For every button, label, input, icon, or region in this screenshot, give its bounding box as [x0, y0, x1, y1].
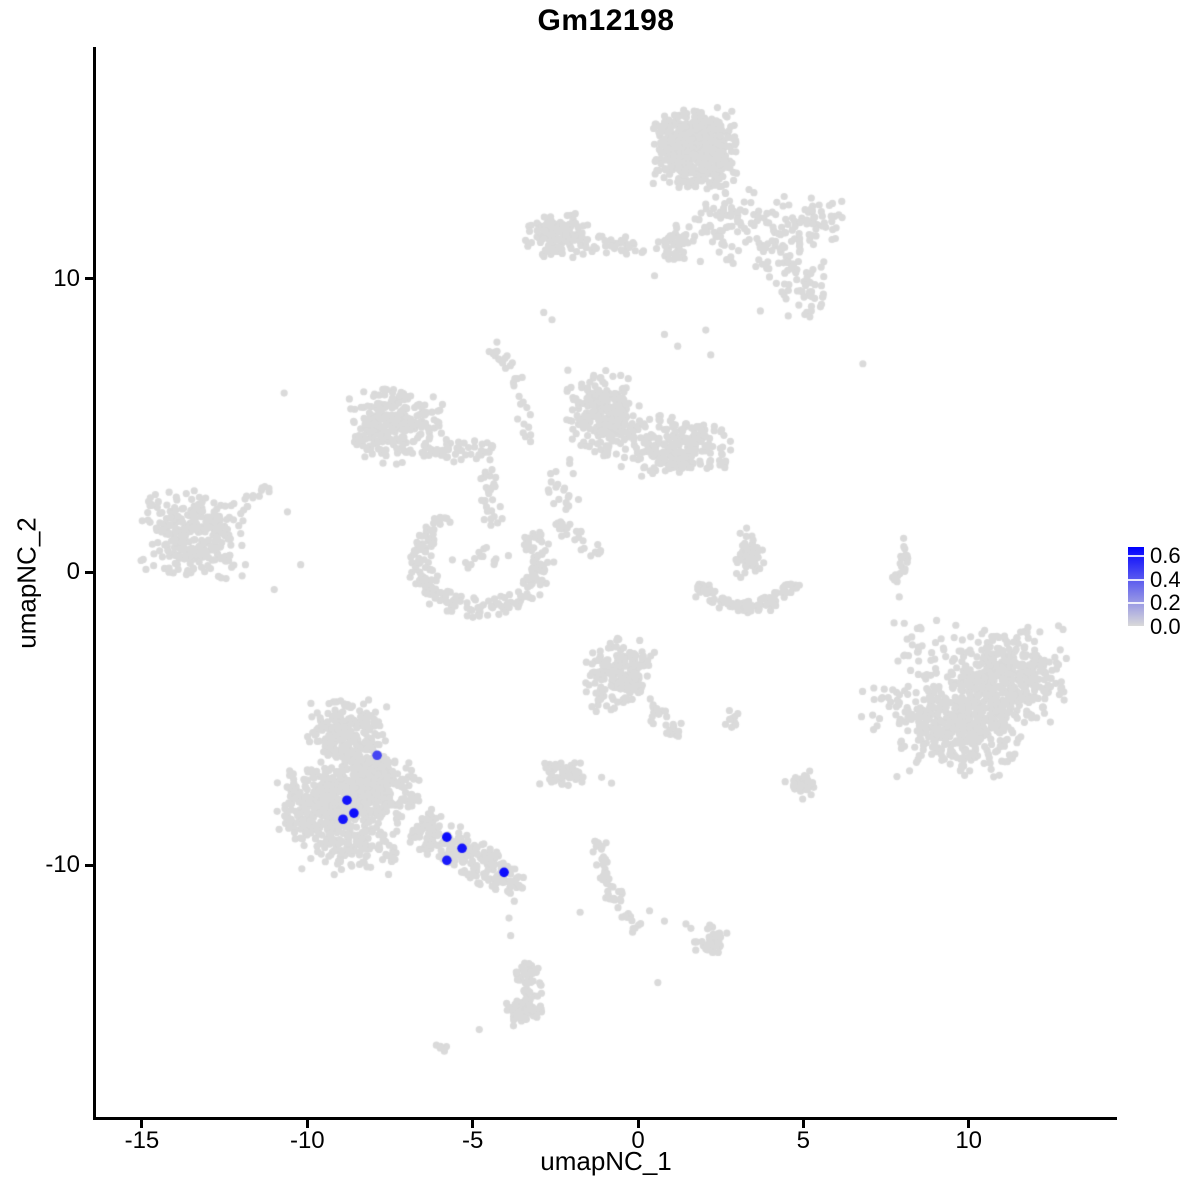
- legend-tick-label: 0.6: [1150, 543, 1181, 569]
- legend-tick-label: 0.0: [1150, 614, 1181, 639]
- x-tick-label: -5: [461, 1127, 484, 1154]
- y-tick-label: 10: [53, 264, 80, 292]
- y-tick-label: 0: [66, 558, 80, 585]
- plot-title: Gm12198: [537, 4, 675, 37]
- x-tick-mark: [636, 1120, 640, 1128]
- legend-tick-label: 0.2: [1150, 590, 1181, 616]
- x-tick-mark: [967, 1120, 971, 1128]
- x-tick-label: -15: [124, 1127, 160, 1154]
- legend-tick-mark: [1128, 555, 1144, 558]
- y-tick-mark: [85, 277, 93, 281]
- y-tick-mark: [85, 570, 93, 574]
- x-tick-mark: [140, 1120, 144, 1128]
- legend-colorbar: [1128, 547, 1144, 626]
- legend-tick-mark: [1128, 578, 1144, 581]
- x-tick-label: -10: [289, 1127, 325, 1154]
- x-axis-line: [93, 1117, 1117, 1120]
- expression-legend: 0.6 0.4 0.2 0.0: [1120, 540, 1200, 640]
- x-tick-label: 5: [796, 1127, 811, 1154]
- x-tick-label: 10: [955, 1127, 983, 1154]
- x-axis-label: umapNC_1: [540, 1146, 672, 1176]
- x-tick-mark: [471, 1120, 475, 1128]
- y-tick-label: -10: [45, 851, 80, 879]
- x-tick-mark: [801, 1120, 805, 1128]
- legend-tick-mark: [1128, 626, 1144, 628]
- y-tick-mark: [85, 863, 93, 867]
- legend-tick-mark: [1128, 602, 1144, 605]
- y-axis-line: [93, 47, 96, 1120]
- x-tick-label: 0: [631, 1127, 645, 1154]
- legend-tick-label: 0.4: [1150, 566, 1181, 592]
- x-tick-mark: [305, 1120, 309, 1128]
